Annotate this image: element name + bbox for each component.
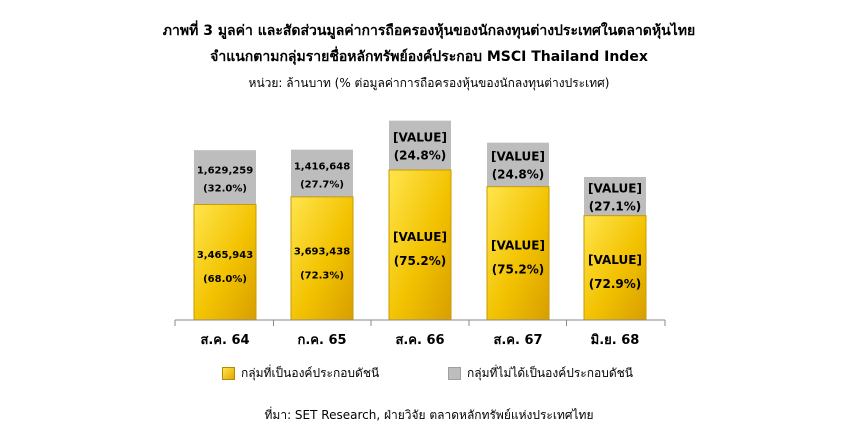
pct-label-non-constituent-1: (27.7%)	[300, 179, 344, 190]
pct-label-non-constituent-0: (32.0%)	[203, 183, 247, 194]
data-label-non-constituent-0: 1,629,259	[197, 165, 253, 176]
legend-label-constituent: กลุ่มที่เป็นองค์ประกอบดัชนี	[241, 366, 380, 380]
x-tick-label-1: ก.ค. 65	[297, 333, 346, 348]
data-label-non-constituent-1: 1,416,648	[294, 161, 350, 172]
pct-label-constituent-3: (75.2%)	[492, 262, 545, 276]
bar-constituent-2	[388, 169, 452, 321]
data-label-constituent-3: [VALUE]	[491, 238, 545, 252]
chart-title: ภาพที่ 3 มูลค่า และสัดส่วนมูลค่าการถือคร…	[162, 23, 696, 39]
bar-constituent-0	[193, 203, 257, 321]
pct-label-constituent-1: (72.3%)	[300, 270, 344, 281]
legend-item-non-constituent: กลุ่มที่ไม่ได้เป็นองค์ประกอบดัชนี	[448, 364, 633, 383]
x-tick-label-4: มิ.ย. 68	[591, 333, 640, 348]
legend-item-constituent: กลุ่มที่เป็นองค์ประกอบดัชนี	[222, 364, 379, 383]
bar-non-constituent-1	[291, 149, 353, 197]
pct-label-constituent-2: (75.2%)	[394, 254, 447, 268]
data-label-non-constituent-4: [VALUE]	[588, 181, 642, 195]
x-tick-label-3: ส.ค. 67	[493, 333, 542, 348]
pct-label-constituent-0: (68.0%)	[203, 274, 247, 285]
pct-label-non-constituent-2: (24.8%)	[394, 148, 447, 162]
data-label-constituent-2: [VALUE]	[393, 230, 447, 244]
chart-subtitle: จำแนกตามกลุ่มรายชื่อหลักทรัพย์องค์ประกอบ…	[210, 49, 648, 65]
legend-swatch-constituent	[222, 367, 235, 380]
bar-non-constituent-0	[194, 150, 256, 205]
bar-non-constituent-4	[584, 177, 646, 216]
source-note: ที่มา: SET Research, ฝ่ายวิจัย ตลาดหลักท…	[264, 408, 594, 422]
unit-label: หน่วย: ล้านบาท (% ต่อมูลค่าการถือครองหุ้…	[248, 76, 610, 90]
pct-label-constituent-4: (72.9%)	[589, 277, 642, 291]
bar-constituent-1	[290, 196, 354, 321]
data-label-constituent-4: [VALUE]	[588, 253, 642, 267]
legend-swatch-non-constituent	[448, 367, 461, 380]
bar-non-constituent-2	[389, 120, 451, 170]
bar-constituent-3	[486, 186, 550, 321]
data-label-constituent-0: 3,465,943	[197, 250, 253, 261]
data-label-non-constituent-3: [VALUE]	[491, 150, 545, 164]
pct-label-non-constituent-3: (24.8%)	[492, 168, 545, 182]
bar-non-constituent-3	[487, 142, 549, 187]
legend-label-non-constituent: กลุ่มที่ไม่ได้เป็นองค์ประกอบดัชนี	[467, 366, 633, 380]
data-label-constituent-1: 3,693,438	[294, 246, 350, 257]
data-label-non-constituent-2: [VALUE]	[393, 130, 447, 144]
pct-label-non-constituent-4: (27.1%)	[589, 199, 642, 213]
x-tick-label-0: ส.ค. 64	[200, 333, 249, 348]
bar-constituent-4	[583, 215, 647, 321]
x-tick-label-2: ส.ค. 66	[395, 333, 444, 348]
